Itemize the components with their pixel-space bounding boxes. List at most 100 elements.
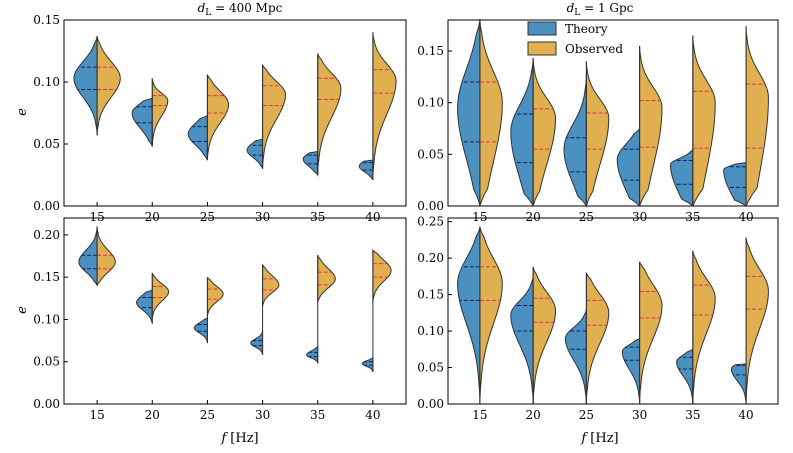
violin-theory-35 bbox=[302, 150, 319, 177]
xtick-label: 35 bbox=[685, 408, 700, 422]
xtick-label: 20 bbox=[145, 210, 160, 224]
ylabel-top-left: e bbox=[15, 108, 30, 116]
xtick-label: 30 bbox=[632, 210, 647, 224]
panel-bottom-left: 0.00 0.05 0.10 0.15 0.20 15 20 25 30 35 40 bbox=[33, 217, 407, 422]
violin-observed-35 bbox=[692, 250, 716, 405]
xtick-label: 35 bbox=[310, 408, 325, 422]
violin-observed-40 bbox=[372, 248, 392, 303]
xtick-label: 15 bbox=[472, 408, 487, 422]
violin-theory-30 bbox=[250, 330, 264, 356]
xtick-label: 30 bbox=[255, 210, 270, 224]
violin-theory-15 bbox=[457, 18, 481, 207]
xtick-label: 25 bbox=[200, 408, 215, 422]
xtick-label: 30 bbox=[255, 408, 270, 422]
violin-observed-30 bbox=[262, 264, 280, 307]
violin-theory-35 bbox=[676, 348, 694, 405]
title-right: dL = 1 Gpc bbox=[567, 1, 634, 18]
violin-observed-40 bbox=[745, 26, 769, 207]
legend: Theory Observed bbox=[527, 21, 623, 56]
ytick-label: 0.00 bbox=[417, 199, 444, 213]
ytick-label: 0.05 bbox=[33, 137, 60, 151]
violin-theory-40 bbox=[730, 363, 747, 405]
ytick-label: 0.05 bbox=[417, 361, 444, 375]
violin-observed-25 bbox=[585, 272, 610, 405]
xtick-label: 40 bbox=[365, 210, 380, 224]
violin-observed-30 bbox=[639, 45, 663, 207]
violin-theory-25 bbox=[193, 316, 208, 344]
xtick-label: 40 bbox=[365, 408, 380, 422]
title-left: dL = 400 Mpc bbox=[198, 1, 283, 18]
violin-theory-40 bbox=[723, 162, 747, 207]
xtick-label: 25 bbox=[200, 210, 215, 224]
violin-observed-15 bbox=[96, 36, 121, 136]
ytick-label: 0.15 bbox=[417, 288, 444, 302]
panel-top-right: 0.00 0.05 0.10 0.15 15 20 25 30 35 40 bbox=[417, 18, 779, 224]
ytick-label: 0.20 bbox=[417, 251, 444, 265]
violin-theory-20 bbox=[131, 97, 153, 147]
xtick-label: 20 bbox=[145, 408, 160, 422]
xtick-label: 15 bbox=[472, 210, 487, 224]
xtick-label: 35 bbox=[685, 210, 700, 224]
violin-theory-30 bbox=[621, 337, 641, 405]
violin-observed-25 bbox=[585, 61, 610, 207]
ytick-label: 0.10 bbox=[33, 75, 60, 89]
violin-theory-35 bbox=[669, 148, 694, 208]
violin-observed-20 bbox=[151, 272, 170, 320]
violin-observed-25 bbox=[206, 276, 224, 317]
ylabel-bottom-left: e bbox=[15, 306, 30, 314]
violin-theory-25 bbox=[564, 309, 587, 405]
xtick-label: 35 bbox=[310, 210, 325, 224]
violin-theory-40 bbox=[361, 356, 374, 372]
legend-theory-label: Theory bbox=[565, 22, 608, 36]
xtick-label: 40 bbox=[738, 408, 753, 422]
xtick-label: 30 bbox=[632, 408, 647, 422]
violin-observed-30 bbox=[262, 64, 287, 169]
ytick-label: 0.15 bbox=[33, 270, 60, 284]
violin-theory-30 bbox=[246, 138, 264, 169]
violin-observed-35 bbox=[692, 35, 716, 207]
ytick-label: 0.05 bbox=[417, 147, 444, 161]
ytick-label: 0.20 bbox=[33, 228, 60, 242]
ytick-label: 0.00 bbox=[33, 199, 60, 213]
legend-observed-swatch bbox=[527, 41, 557, 56]
legend-theory-swatch bbox=[527, 21, 557, 36]
violin-theory-15 bbox=[78, 226, 98, 286]
xtick-label: 15 bbox=[89, 210, 104, 224]
violin-theory-15 bbox=[457, 226, 481, 405]
violin-theory-25 bbox=[187, 114, 208, 161]
violin-observed-25 bbox=[206, 74, 230, 161]
xtick-label: 20 bbox=[526, 408, 541, 422]
violin-theory-20 bbox=[510, 58, 534, 207]
ytick-label: 0.00 bbox=[33, 397, 60, 411]
violin-observed-40 bbox=[745, 237, 769, 405]
violin-observed-20 bbox=[532, 58, 557, 207]
panel-bottom-right: 0.00 0.05 0.10 0.15 0.20 0.25 15 20 25 30 35 40 bbox=[417, 215, 779, 422]
legend-observed-label: Observed bbox=[565, 42, 623, 56]
axes-frame bbox=[447, 19, 779, 207]
violin-theory-20 bbox=[136, 289, 153, 324]
ytick-label: 0.15 bbox=[33, 13, 60, 27]
violin-theory-30 bbox=[616, 126, 641, 208]
violin-observed-20 bbox=[532, 266, 557, 405]
ytick-label: 0.15 bbox=[417, 44, 444, 58]
violin-theory-25 bbox=[563, 74, 587, 208]
xlabel-left: f [Hz] bbox=[220, 431, 258, 446]
violin-observed-15 bbox=[96, 226, 116, 286]
ytick-label: 0.10 bbox=[417, 324, 444, 338]
violin-theory-15 bbox=[73, 36, 98, 136]
violin-observed-15 bbox=[479, 226, 503, 405]
violin-observed-15 bbox=[479, 18, 503, 207]
ytick-label: 0.00 bbox=[417, 397, 444, 411]
violin-theory-20 bbox=[510, 276, 534, 405]
xtick-label: 20 bbox=[526, 210, 541, 224]
ytick-label: 0.10 bbox=[33, 312, 60, 326]
violin-observed-40 bbox=[372, 32, 397, 180]
ytick-label: 0.05 bbox=[33, 355, 60, 369]
ytick-label: 0.25 bbox=[417, 215, 444, 229]
axes-frame bbox=[447, 217, 779, 405]
violin-theory-35 bbox=[305, 345, 319, 364]
xtick-label: 25 bbox=[579, 408, 594, 422]
xtick-label: 40 bbox=[738, 210, 753, 224]
violin-observed-35 bbox=[317, 255, 336, 303]
